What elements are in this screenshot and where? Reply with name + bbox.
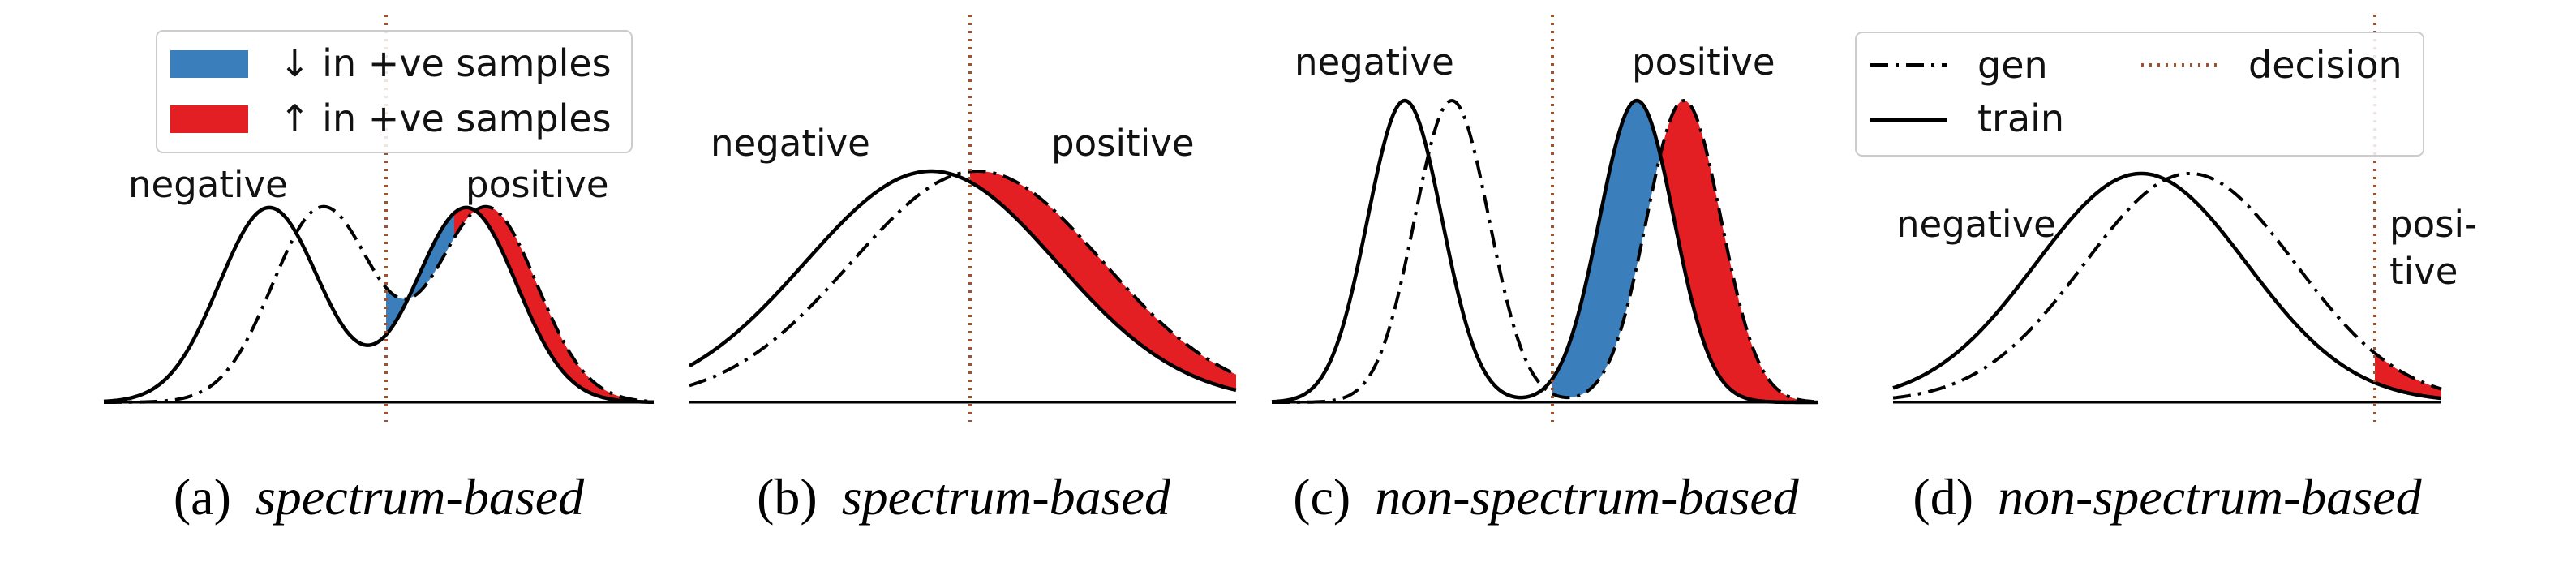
panel-c-positive-label: positive bbox=[1632, 41, 1775, 84]
panel-b-spectrum-based: negative positive (b) spectrum-based bbox=[688, 15, 1237, 526]
fill-legend-frame bbox=[156, 30, 633, 153]
panel-d-positive-label-line1: posi- bbox=[2389, 203, 2477, 246]
panel-c-negative-label: negative bbox=[1294, 41, 1454, 84]
panel-d-caption-prefix: (d) bbox=[1913, 468, 1973, 526]
panel-b-caption-italic: spectrum-based bbox=[842, 468, 1171, 526]
panel-a-caption-prefix: (a) bbox=[174, 468, 231, 526]
panel-a-gen-curve bbox=[104, 204, 655, 404]
panel-b-positive-label: positive bbox=[1051, 122, 1195, 165]
panel-b-increase-region bbox=[970, 171, 1236, 390]
panel-d-non-spectrum-based: negative posi- tive (d) non-spectrum-bas… bbox=[1892, 15, 2477, 526]
panel-a-caption-italic: spectrum-based bbox=[255, 468, 585, 526]
panel-c-caption-prefix: (c) bbox=[1293, 468, 1350, 526]
line-style-legend: gen train decision bbox=[1855, 32, 2424, 157]
panel-b-caption-prefix: (b) bbox=[757, 468, 818, 526]
panel-d-train-curve bbox=[1892, 171, 2442, 401]
panel-d-positive-label-line2: tive bbox=[2389, 250, 2458, 293]
panel-c-caption-italic: non-spectrum-based bbox=[1375, 468, 1800, 526]
panel-c-caption: (c) non-spectrum-based bbox=[1293, 468, 1800, 526]
panel-a-train-curve bbox=[103, 205, 655, 405]
panel-b-caption: (b) spectrum-based bbox=[757, 468, 1171, 526]
panel-a-increase-region bbox=[454, 206, 654, 402]
fill-legend: ↓ in +ve samples ↑ in +ve samples bbox=[156, 30, 633, 153]
panel-c-decrease-region bbox=[1552, 101, 1659, 398]
increase-legend-swatch bbox=[170, 105, 248, 133]
decrease-legend-label: ↓ in +ve samples bbox=[279, 41, 612, 85]
gen-legend-label: gen bbox=[1977, 43, 2048, 87]
panel-a-negative-label: negative bbox=[128, 163, 288, 206]
train-legend-label: train bbox=[1977, 97, 2064, 140]
decrease-legend-swatch bbox=[170, 50, 248, 78]
panel-a-caption: (a) spectrum-based bbox=[174, 468, 585, 526]
panel-b-gen-curve bbox=[689, 170, 1237, 388]
panel-c-train-curve bbox=[1271, 98, 1818, 405]
panel-b-train-curve bbox=[688, 169, 1237, 393]
increase-legend-label: ↑ in +ve samples bbox=[279, 97, 612, 140]
panel-a-positive-label: positive bbox=[466, 163, 609, 206]
panel-d-caption-italic: non-spectrum-based bbox=[1998, 468, 2423, 526]
panel-d-caption: (d) non-spectrum-based bbox=[1913, 468, 2422, 526]
panel-a-spectrum-based: negative positive (a) spectrum-based bbox=[103, 15, 655, 526]
line-legend-frame bbox=[1855, 32, 2424, 157]
panel-c-increase-region bbox=[1659, 101, 1818, 402]
panel-b-negative-label: negative bbox=[711, 122, 870, 165]
panel-d-negative-label: negative bbox=[1896, 203, 2056, 246]
decision-legend-label: decision bbox=[2248, 43, 2402, 87]
panel-c-non-spectrum-based: negative positive (c) non-spectrum-based bbox=[1271, 15, 1818, 526]
